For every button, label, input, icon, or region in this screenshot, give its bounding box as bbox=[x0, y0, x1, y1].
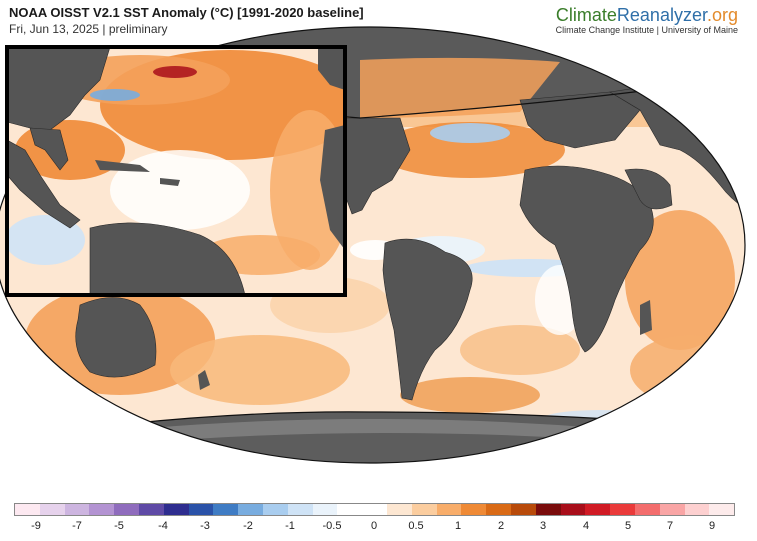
colorbar-swatch bbox=[312, 504, 338, 515]
colorbar-tick-label: -9 bbox=[31, 520, 41, 532]
brand-name-climate: Climate bbox=[555, 5, 617, 25]
brand-name: ClimateReanalyzer.org bbox=[556, 4, 738, 26]
colorbar-tick-label: -5 bbox=[114, 520, 124, 532]
colorbar-swatch bbox=[238, 504, 263, 515]
colorbar-tick-label: 4 bbox=[582, 520, 590, 532]
colorbar-tick-label: 9 bbox=[708, 520, 716, 532]
colorbar-swatch bbox=[436, 504, 462, 515]
colorbar-swatch bbox=[659, 504, 685, 515]
globe-outline bbox=[0, 26, 746, 464]
colorbar-swatch bbox=[287, 504, 313, 515]
colorbar-tick-label: 0.5 bbox=[408, 520, 424, 532]
colorbar-swatch bbox=[64, 504, 90, 515]
colorbar-swatch bbox=[114, 504, 139, 515]
map-title: NOAA OISST V2.1 SST Anomaly (°C) [1991-2… bbox=[9, 5, 364, 20]
colorbar-swatch bbox=[486, 504, 511, 515]
colorbar-tick-label: -7 bbox=[72, 520, 82, 532]
colorbar-swatch bbox=[213, 504, 239, 515]
colorbar-swatch bbox=[684, 504, 710, 515]
colorbar-tick-label: 7 bbox=[666, 520, 674, 532]
colorbar-tick-label: -1 bbox=[285, 520, 295, 532]
colorbar-tick-label: -4 bbox=[158, 520, 168, 532]
brand-name-org: .org bbox=[706, 5, 738, 25]
colorbar-swatch bbox=[535, 504, 561, 515]
colorbar-swatch bbox=[709, 504, 735, 515]
colorbar-tick-label: 3 bbox=[539, 520, 547, 532]
brand-logo[interactable]: ClimateReanalyzer.org Climate Change Ins… bbox=[556, 4, 738, 35]
colorbar-swatch bbox=[411, 504, 437, 515]
colorbar-swatch bbox=[510, 504, 536, 515]
colorbar-tick-label: 0 bbox=[370, 520, 378, 532]
colorbar-labels: -9 -7 -5 -4 -3 -2 -1 -0.5 0 0.5 1 2 3 4 5 7 9 bbox=[14, 520, 735, 534]
colorbar-tick-label: -3 bbox=[200, 520, 210, 532]
colorbar-tick-label: 2 bbox=[497, 520, 505, 532]
colorbar-swatch bbox=[585, 504, 611, 515]
colorbar-swatch bbox=[634, 504, 660, 515]
colorbar-tick-label: 5 bbox=[624, 520, 632, 532]
colorbar-swatch bbox=[262, 504, 288, 515]
colorbar-swatch bbox=[39, 504, 65, 515]
colorbar-swatch bbox=[461, 504, 487, 515]
colorbar-tick-label: -2 bbox=[243, 520, 253, 532]
colorbar-swatch bbox=[163, 504, 189, 515]
brand-tagline: Climate Change Institute | University of… bbox=[555, 25, 738, 35]
colorbar-swatch bbox=[386, 504, 412, 515]
colorbar-swatch bbox=[337, 504, 363, 515]
colorbar-swatch bbox=[560, 504, 586, 515]
colorbar-swatch bbox=[89, 504, 115, 515]
colorbar-swatch bbox=[610, 504, 635, 515]
inset-zoom bbox=[5, 45, 347, 297]
colorbar-swatch bbox=[188, 504, 214, 515]
map-subtitle: Fri, Jun 13, 2025 | preliminary bbox=[9, 22, 168, 36]
colorbar-swatch bbox=[138, 504, 164, 515]
colorbar-tick-label: -0.5 bbox=[322, 520, 342, 532]
colorbar-swatch bbox=[362, 504, 387, 515]
brand-name-reanalyzer: Reanalyzer bbox=[616, 5, 707, 25]
colorbar bbox=[14, 503, 735, 516]
colorbar-swatch bbox=[15, 504, 40, 515]
colorbar-tick-label: 1 bbox=[454, 520, 462, 532]
